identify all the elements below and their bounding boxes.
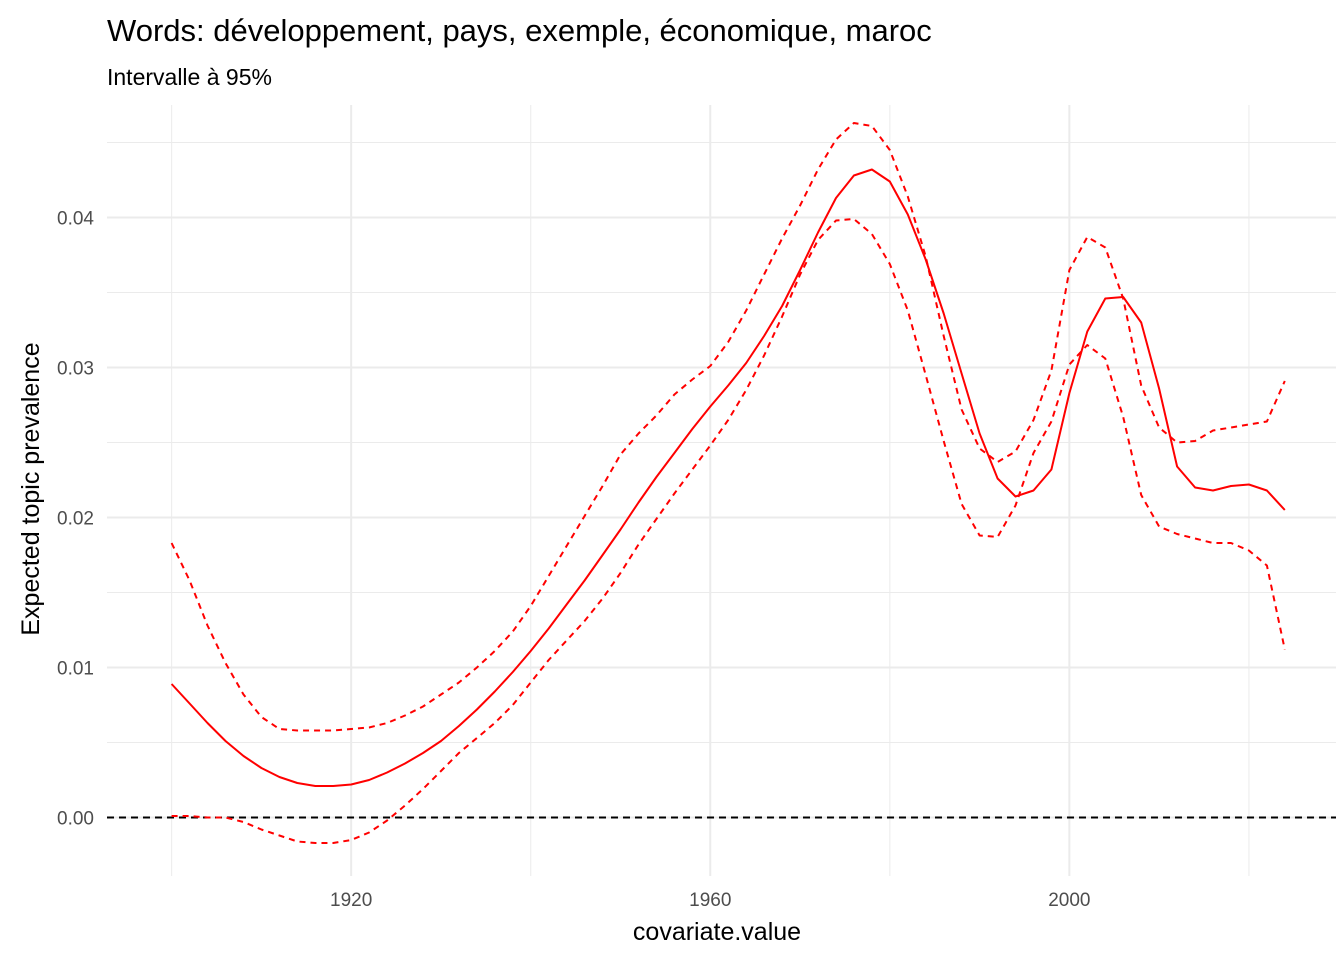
- chart-subtitle: Intervalle à 95%: [107, 64, 272, 90]
- y-axis-tick-labels: 0.00 0.01 0.02 0.03 0.04: [57, 209, 94, 830]
- y-tick-label-0: 0.00: [57, 809, 94, 830]
- x-tick-label-2: 2000: [1048, 890, 1090, 911]
- y-axis-title: Expected topic prevalence: [17, 342, 45, 635]
- series-lines: [170, 122, 1286, 844]
- y-tick-label-4: 0.04: [57, 209, 94, 230]
- x-tick-label-0: 1920: [330, 890, 372, 911]
- series-ci-line-1: [170, 122, 1286, 732]
- series-ci-line-2: [171, 218, 1286, 844]
- series-estimate-line: [170, 168, 1286, 787]
- x-tick-label-1: 1960: [689, 890, 731, 911]
- y-tick-label-2: 0.02: [57, 509, 94, 530]
- y-tick-label-3: 0.03: [57, 359, 94, 380]
- x-axis-tick-labels: 1920 1960 2000: [330, 890, 1090, 911]
- major-gridlines: [107, 105, 1336, 876]
- y-tick-label-1: 0.01: [57, 659, 94, 680]
- x-axis-title: covariate.value: [633, 918, 801, 946]
- minor-gridlines: [107, 105, 1336, 876]
- chart-title: Words: développement, pays, exemple, éco…: [107, 13, 932, 48]
